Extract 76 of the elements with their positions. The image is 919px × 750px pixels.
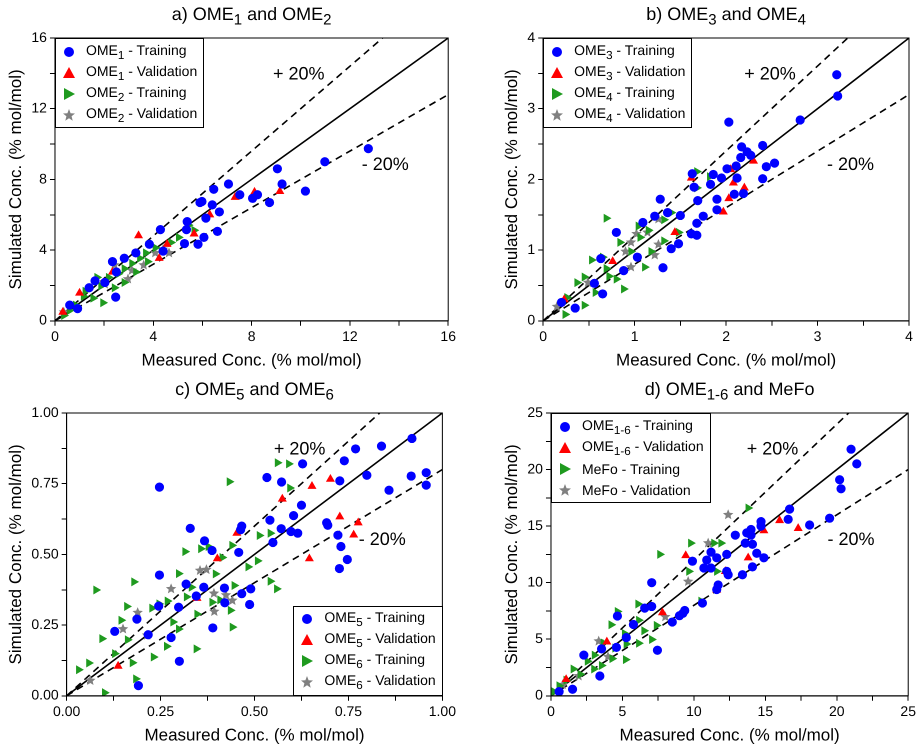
annotation: - 20% (828, 529, 875, 550)
chart-title: a) OME$_{1}$ and OME$_{2}$ (170, 4, 332, 29)
y-tick-label: 15 (527, 516, 544, 533)
x-tick-label: 0.25 (146, 703, 174, 720)
x-tick-label: 1 (630, 328, 639, 344)
legend-label: OME$_{5}$ - Training (324, 609, 425, 630)
y-axis-title: Simulated Conc. (% mol/mol) (6, 69, 25, 290)
x-tick-label: 2 (722, 328, 730, 344)
x-axis-title: Measured Conc. (% mol/mol) (144, 725, 365, 744)
legend-label: OME$_{3}$ - Training (574, 42, 675, 62)
annotation: + 20% (744, 64, 796, 84)
y-tick-label: 2 (527, 170, 536, 186)
y-tick-label: 8 (39, 170, 48, 186)
annotation: - 20% (358, 529, 406, 550)
x-tick-label: 0.00 (53, 703, 80, 720)
x-tick-label: 16 (440, 328, 456, 344)
annotation: - 20% (826, 154, 874, 174)
y-tick-label: 1.00 (31, 404, 59, 420)
legend-label: OME$_{4}$ - Validation (574, 104, 686, 124)
y-tick-label: 16 (31, 28, 48, 45)
y-tick-label: 0.75 (31, 474, 59, 491)
annotation: - 20% (362, 154, 409, 174)
y-tick-label: 0 (39, 312, 48, 328)
x-tick-label: 0.75 (334, 703, 362, 720)
y-axis-title: Simulated Conc. (% mol/mol) (502, 444, 521, 664)
y-tick-label: 0.25 (31, 616, 59, 632)
x-tick-label: 25 (900, 703, 916, 720)
y-tick-label: 20 (527, 460, 544, 476)
annotation: + 20% (273, 64, 325, 84)
chart-title: d) OME$_{1-6}$ and MeFo (644, 379, 816, 404)
x-axis-title: Measured Conc. (% mol/mol) (620, 725, 840, 744)
y-axis-title: Simulated Conc. (% mol/mol) (502, 69, 521, 290)
legend-label: OME$_{5}$ - Validation (324, 630, 436, 650)
x-tick-label: 15 (758, 703, 774, 720)
x-tick-label: 20 (828, 703, 845, 720)
legend-label: MeFo - Training (582, 460, 680, 476)
y-tick-label: 0 (527, 312, 536, 328)
legend-label: OME$_{1}$ - Training (86, 42, 187, 62)
y-tick-label: 25 (527, 404, 544, 420)
x-tick-label: 0.50 (240, 703, 268, 720)
legend-label: OME$_{6}$ - Validation (324, 672, 436, 692)
legend-label: OME$_{2}$ - Validation (86, 104, 198, 124)
y-axis-title: Simulated Conc. (% mol/mol) (6, 444, 25, 664)
y-tick-label: 4 (527, 28, 536, 45)
x-tick-label: 4 (149, 328, 158, 344)
x-tick-label: 1.00 (428, 703, 456, 720)
y-tick-label: 10 (527, 574, 544, 590)
x-tick-label: 5 (618, 703, 627, 720)
legend-label: OME$_{2}$ - Training (86, 84, 187, 104)
y-tick-label: 0.50 (31, 545, 59, 562)
legend-label: OME$_{1-6}$ - Training (582, 416, 693, 436)
y-tick-label: 5 (535, 630, 544, 646)
legend-label: OME$_{1-6}$ - Validation (582, 438, 704, 458)
legend-label: OME$_{4}$ - Training (574, 84, 675, 104)
x-tick-label: 4 (905, 328, 914, 344)
y-tick-label: 0.00 (31, 686, 59, 703)
x-tick-label: 12 (342, 328, 358, 344)
legend-label: MeFo - Validation (582, 482, 691, 498)
legend-label: OME$_{6}$ - Training (324, 651, 425, 672)
legend-label: OME$_{3}$ - Validation (574, 62, 686, 82)
x-axis-title: Measured Conc. (% mol/mol) (142, 350, 362, 370)
x-tick-label: 0 (547, 703, 556, 720)
y-tick-label: 0 (535, 686, 544, 703)
y-tick-label: 1 (527, 240, 536, 257)
chart-title: c) OME$_{5}$ and OME$_{6}$ (174, 379, 335, 404)
legend-label: OME$_{1}$ - Validation (86, 62, 198, 82)
y-tick-label: 12 (31, 100, 48, 116)
annotation: + 20% (746, 438, 798, 459)
annotation: + 20% (274, 438, 326, 459)
chart-title: b) OME$_{3}$ and OME$_{4}$ (645, 4, 807, 29)
x-tick-label: 3 (814, 328, 822, 344)
y-tick-label: 3 (527, 100, 536, 116)
x-tick-label: 8 (248, 328, 256, 344)
y-tick-label: 4 (39, 240, 48, 257)
x-axis-title: Measured Conc. (% mol/mol) (616, 350, 836, 370)
x-tick-label: 10 (686, 703, 702, 720)
